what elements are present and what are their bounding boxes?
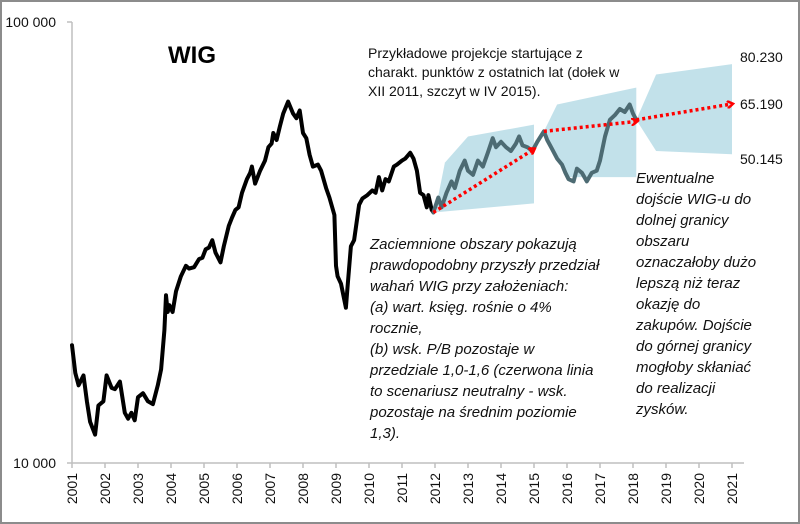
x-tick-label: 2005: [196, 473, 212, 504]
labels: 80.230 65.190 50.145: [740, 49, 783, 167]
x-tick-label: 2017: [592, 473, 608, 504]
series-line-2: [431, 102, 639, 215]
bounds-note-line: okazję do: [636, 296, 701, 313]
bounds-note-line: zakupów. Dojście: [636, 317, 752, 334]
chart-title: WIG: [168, 42, 216, 69]
bounds-note-line: zysków.: [636, 401, 689, 418]
end-label-3: 50.145: [740, 151, 783, 167]
scenario-arrow-3: [636, 104, 732, 122]
bounds-note-line: Ewentualne: [636, 170, 715, 187]
x-tick-label: 2021: [724, 473, 740, 504]
projection-band-3: [636, 64, 732, 155]
x-tick-label: 2009: [328, 473, 344, 504]
shaded-areas-note: Zaciemnione obszary pokazują prawdopodobn…: [370, 234, 630, 444]
x-tick-label: 2019: [658, 473, 674, 504]
x-tick-label: 2018: [625, 473, 641, 504]
x-tick-label: 2011: [394, 473, 410, 503]
shaded-note-line: (a) wart. księg. rośnie o 4%: [370, 299, 552, 316]
end-label-2: 65.190: [740, 96, 783, 112]
shaded-note-line: rocznie,: [370, 320, 423, 337]
bounds-note-line: mogłoby skłaniać: [636, 359, 752, 376]
bounds-note: Ewentualne dojście WIG-u do dolnej granicy…: [636, 168, 796, 420]
projection-band-2: [543, 87, 637, 178]
projection-bands: [435, 64, 732, 213]
neutral-scenario-arrows: [432, 104, 732, 214]
shaded-note-line: to scenariusz neutralny - wsk.: [370, 383, 568, 400]
shaded-note-line: przedziale 1,0-1,6 (czerwona linia: [370, 362, 594, 379]
x-tick-label: 2004: [163, 473, 179, 504]
bounds-note-line: oznaczałoby dużo: [636, 254, 757, 271]
x-tick-label: 2010: [361, 473, 377, 504]
axes: 10 000 100 000 2001 2002 2003 2004 2005 2006 200…: [5, 14, 744, 504]
shaded-note-line: pozostaje na średnim poziomie: [370, 404, 577, 421]
shaded-note-line: 1,3).: [370, 425, 401, 442]
x-tick-label: 2012: [427, 473, 443, 504]
series-line-1: [70, 99, 436, 437]
projections-note: Przykładowe projekcje startujące z chara…: [368, 45, 620, 99]
x-tick-label: 2002: [97, 473, 113, 504]
y-tick-label: 100 000: [5, 14, 56, 30]
x-tick-label: 2006: [229, 473, 245, 504]
x-tick-label: 2016: [559, 473, 575, 504]
x-tick-label: 2020: [691, 473, 707, 504]
x-tick-label: 2008: [295, 473, 311, 504]
bounds-note-line: dolnej granicy: [636, 212, 729, 229]
bounds-note-line: dojście WIG-u do: [636, 191, 752, 208]
y-tick-label: 10 000: [13, 455, 56, 471]
x-tick-label: 2014: [493, 473, 509, 504]
x-tick-label: 2015: [526, 473, 542, 504]
shaded-note-line: (b) wsk. P/B pozostaje w: [370, 341, 535, 358]
x-tick-label: 2013: [460, 473, 476, 504]
bounds-note-line: do realizacji: [636, 380, 716, 397]
scenario-arrow-1: [432, 149, 534, 214]
end-label-1: 80.230: [740, 49, 783, 65]
x-tick-label: 2003: [130, 473, 146, 504]
x-tick-label: 2001: [64, 473, 80, 504]
series: [70, 99, 639, 437]
bounds-note-line: lepszą niż teraz: [636, 275, 741, 292]
shaded-note-line: wahań WIG przy założeniach:: [370, 278, 569, 295]
projection-band-1: [435, 124, 534, 213]
bounds-note-line: do górnej granicy: [636, 338, 752, 355]
shaded-note-line: prawdopodobny przyszły przedział: [370, 257, 600, 274]
bounds-note-line: obszaru: [636, 233, 690, 250]
shaded-note-line: Zaciemnione obszary pokazują: [370, 236, 577, 253]
x-tick-label: 2007: [262, 473, 278, 504]
